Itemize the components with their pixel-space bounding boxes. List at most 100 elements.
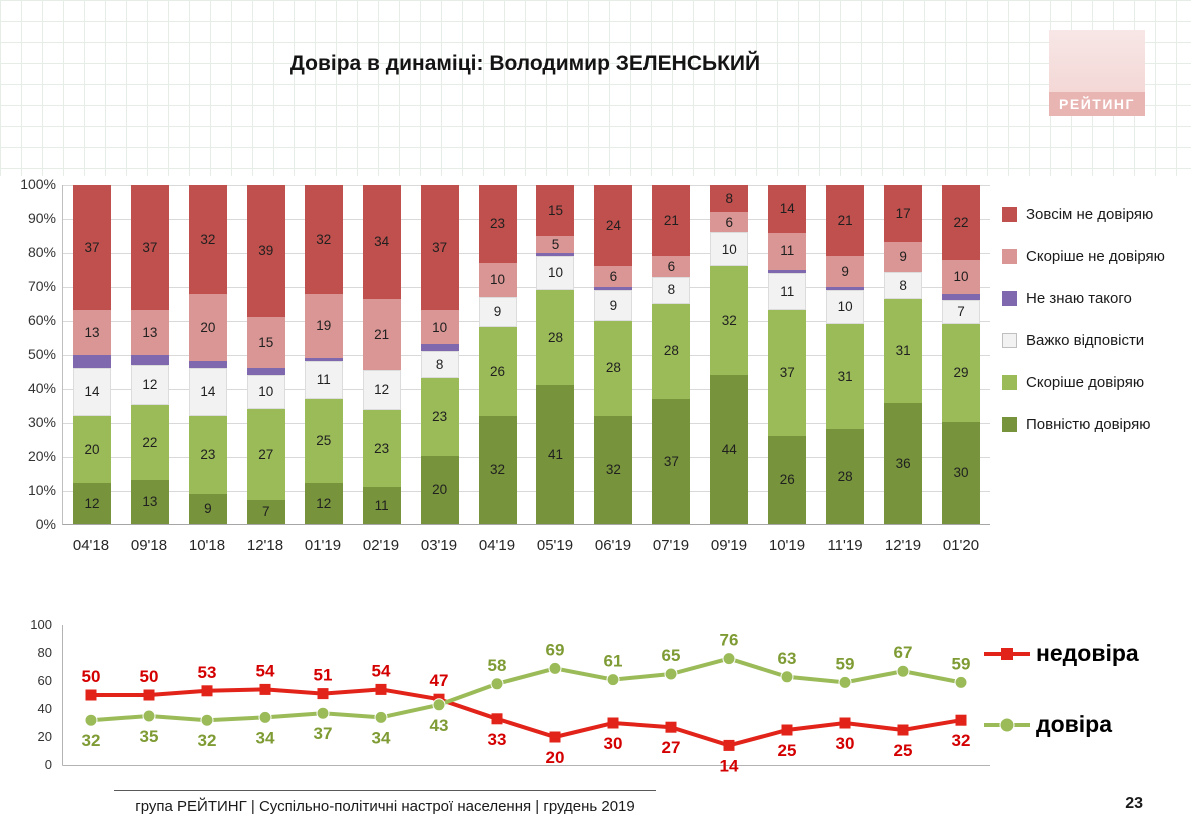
line-plot-area: 50 50 53 54 51 54 47 33 20 30 27 14 25 30 25 32 32 35 32 34…	[62, 625, 990, 775]
segment-skorishe-doviriaiu: 25	[304, 398, 343, 484]
bar-y-tick: 90%	[27, 210, 56, 226]
segment-zovsim-ne-doviriaiu: 37	[72, 185, 111, 311]
bar-x-label: 12'19	[884, 537, 922, 554]
stacked-bar: 13 22 12 13 37	[130, 185, 169, 524]
segment-zovsim-ne-doviriaiu: 37	[420, 185, 459, 311]
dovira-marker-icon	[490, 677, 504, 691]
segment-vazhko-vidpovisty: 9	[478, 296, 517, 328]
segment-vazhko-vidpovisty: 7	[942, 300, 981, 325]
segment-skorishe-doviriaiu: 32	[710, 266, 749, 375]
segment-skorishe-ne-doviriaiu: 13	[72, 310, 111, 355]
dovira-marker-icon	[780, 670, 794, 684]
bar-column-1: 12 20 14 13 37	[63, 185, 121, 524]
nedovira-marker-icon	[85, 689, 97, 701]
nedovira-marker-icon	[781, 724, 793, 736]
segment-povnistiu-doviriaiu: 13	[130, 479, 169, 524]
segment-vazhko-vidpovisty: 11	[768, 273, 807, 311]
nedovira-marker-icon	[317, 688, 329, 700]
bar-y-tick: 80%	[27, 244, 56, 260]
dovira-marker-icon	[548, 661, 562, 675]
segment-skorishe-doviriaiu: 27	[246, 408, 285, 501]
nedovira-value-label: 25	[778, 741, 797, 760]
nedovira-marker-icon	[143, 689, 155, 701]
segment-skorishe-ne-doviriaiu: 21	[362, 299, 401, 370]
nedovira-marker-icon	[549, 731, 561, 743]
legend-label: Важко відповісти	[1026, 331, 1145, 349]
dovira-marker-icon	[316, 706, 330, 720]
nedovira-value-label: 30	[604, 734, 623, 753]
segment-skorishe-doviriaiu: 20	[72, 415, 111, 484]
segment-zovsim-ne-doviriaiu: 21	[652, 185, 691, 257]
segment-povnistiu-doviriaiu: 32	[594, 415, 633, 524]
segment-zovsim-ne-doviriaiu: 21	[826, 185, 865, 257]
segment-vazhko-vidpovisty: 8	[652, 276, 691, 304]
line-chart-legend: недовіра довіра	[984, 640, 1139, 782]
dovira-marker-icon	[258, 710, 272, 724]
segment-skorishe-ne-doviriaiu: 6	[710, 212, 749, 233]
bar-x-label: 02'19	[362, 537, 400, 554]
segment-povnistiu-doviriaiu: 41	[536, 385, 575, 524]
bar-column-6: 11 23 12 21 34	[353, 185, 411, 524]
legend-item-vazhko-vidpovisty: Важко відповісти	[1002, 331, 1165, 349]
legend-item-skorishe-doviriaiu: Скоріше довіряю	[1002, 374, 1165, 391]
dovira-value-label: 67	[894, 643, 913, 662]
segment-ne-znaiu-takoho	[246, 368, 285, 375]
dovira-marker-icon	[838, 675, 852, 689]
legend-item-povnistiu-doviriaiu: Повністю довіряю	[1002, 416, 1165, 433]
segment-skorishe-ne-doviriaiu: 10	[478, 263, 517, 297]
nedovira-marker-icon	[955, 714, 967, 726]
bar-x-label: 10'18	[188, 537, 226, 554]
page-number: 23	[1125, 795, 1143, 812]
segment-vazhko-vidpovisty: 11	[304, 361, 343, 399]
dovira-value-label: 43	[430, 716, 449, 735]
bar-y-tick: 10%	[27, 482, 56, 498]
nedovira-marker-icon	[984, 647, 1030, 660]
segment-skorishe-ne-doviriaiu: 9	[826, 256, 865, 287]
segment-zovsim-ne-doviriaiu: 37	[130, 185, 169, 311]
nedovira-value-label: 14	[720, 756, 739, 775]
dovira-marker-icon	[432, 698, 446, 712]
segment-ne-znaiu-takoho	[942, 293, 981, 301]
bar-column-2: 13 22 12 13 37	[121, 185, 179, 524]
segment-skorishe-doviriaiu: 31	[826, 324, 865, 430]
dovira-marker-icon	[606, 673, 620, 687]
bar-column-11: 37 28 8 6 21	[642, 185, 700, 524]
segment-skorishe-doviriaiu: 29	[942, 324, 981, 423]
segment-povnistiu-doviriaiu: 20	[420, 456, 459, 524]
segment-skorishe-ne-doviriaiu: 11	[768, 232, 807, 270]
nedovira-value-label: 50	[82, 667, 101, 686]
dovira-legend-marker-icon	[999, 717, 1015, 732]
bar-x-label: 10'19	[768, 537, 806, 554]
segment-zovsim-ne-doviriaiu: 22	[942, 185, 981, 260]
nedovira-marker-icon	[259, 683, 271, 695]
segment-zovsim-ne-doviriaiu: 8	[710, 185, 749, 213]
segment-povnistiu-doviriaiu: 7	[246, 500, 285, 524]
segment-skorishe-doviriaiu: 31	[884, 299, 923, 404]
legend-label: Зовсім не довіряю	[1026, 205, 1154, 223]
bar-x-label: 05'19	[536, 537, 574, 554]
line-y-tick: 100	[30, 617, 52, 632]
dovira-marker-icon	[374, 710, 388, 724]
bar-x-label: 11'19	[827, 537, 863, 554]
bar-column-7: 20 23 8 10 37	[411, 185, 469, 524]
line-y-tick: 40	[37, 701, 52, 716]
nedovira-marker-icon	[491, 713, 503, 725]
stacked-bar: 20 23 8 10 37	[420, 185, 459, 524]
segment-povnistiu-doviriaiu: 44	[710, 374, 749, 524]
bar-column-12: 44 32 10 6 8	[700, 185, 758, 524]
dovira-value-label: 34	[256, 728, 275, 747]
bar-plot-area: 12 20 14 13 37 13 22 12 13 37 9 23 14 20 32 7 27 10 15 39 12…	[62, 185, 990, 525]
nedovira-value-label: 33	[488, 730, 507, 749]
bar-y-tick: 70%	[27, 278, 56, 294]
legend-swatch-icon	[1002, 416, 1017, 432]
bar-x-label: 12'18	[246, 537, 284, 554]
segment-skorishe-ne-doviriaiu: 10	[420, 310, 459, 345]
segment-skorishe-ne-doviriaiu: 9	[884, 242, 923, 273]
bar-column-9: 41 28 10 5 15	[527, 185, 585, 524]
segment-skorishe-ne-doviriaiu: 5	[536, 235, 575, 253]
dovira-value-label: 32	[198, 731, 217, 750]
dovira-value-label: 61	[604, 652, 623, 671]
nedovira-legend-marker-icon	[1001, 647, 1013, 660]
segment-zovsim-ne-doviriaiu: 32	[304, 185, 343, 294]
dovira-marker-icon	[664, 667, 678, 681]
